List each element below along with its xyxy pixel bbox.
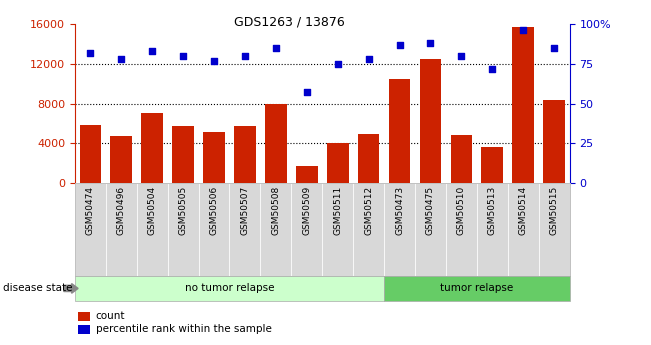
Point — [240, 53, 250, 59]
Text: GSM50509: GSM50509 — [302, 186, 311, 235]
Text: GSM50514: GSM50514 — [519, 186, 528, 235]
Point — [549, 45, 559, 51]
Bar — [327, 143, 348, 183]
Text: no tumor relapse: no tumor relapse — [185, 284, 274, 293]
Point — [147, 48, 158, 54]
Bar — [234, 126, 256, 183]
Point — [116, 56, 126, 62]
Point — [395, 42, 405, 48]
Text: disease state: disease state — [3, 284, 73, 293]
Point — [363, 56, 374, 62]
Bar — [482, 147, 503, 183]
Point — [85, 50, 96, 56]
Bar — [79, 125, 101, 183]
Text: percentile rank within the sample: percentile rank within the sample — [96, 324, 271, 334]
Bar — [111, 136, 132, 183]
Text: GSM50505: GSM50505 — [178, 186, 187, 235]
Point — [333, 61, 343, 67]
Point — [456, 53, 467, 59]
Text: GSM50510: GSM50510 — [457, 186, 466, 235]
Text: GDS1263 / 13876: GDS1263 / 13876 — [234, 16, 345, 29]
Bar — [544, 100, 565, 183]
Bar — [450, 135, 472, 183]
Point — [178, 53, 188, 59]
Bar — [296, 166, 318, 183]
Point — [209, 58, 219, 63]
Text: GSM50507: GSM50507 — [240, 186, 249, 235]
Text: GSM50496: GSM50496 — [117, 186, 126, 235]
Bar — [265, 105, 286, 183]
Text: GSM50511: GSM50511 — [333, 186, 342, 235]
Text: GSM50515: GSM50515 — [549, 186, 559, 235]
Bar — [358, 134, 380, 183]
Point — [301, 90, 312, 95]
Bar — [203, 132, 225, 183]
Text: count: count — [96, 312, 125, 321]
Point — [518, 28, 529, 33]
Text: GSM50504: GSM50504 — [148, 186, 157, 235]
Text: GSM50506: GSM50506 — [210, 186, 219, 235]
Text: tumor relapse: tumor relapse — [440, 284, 514, 293]
Bar — [420, 59, 441, 183]
Text: GSM50474: GSM50474 — [86, 186, 95, 235]
Bar — [141, 114, 163, 183]
Bar — [512, 27, 534, 183]
Point — [487, 66, 497, 71]
Bar — [173, 126, 194, 183]
Bar — [389, 79, 410, 183]
Point — [425, 40, 436, 46]
Text: GSM50508: GSM50508 — [271, 186, 281, 235]
Text: GSM50473: GSM50473 — [395, 186, 404, 235]
Text: GSM50475: GSM50475 — [426, 186, 435, 235]
Point — [271, 45, 281, 51]
Text: GSM50512: GSM50512 — [364, 186, 373, 235]
Text: GSM50513: GSM50513 — [488, 186, 497, 235]
